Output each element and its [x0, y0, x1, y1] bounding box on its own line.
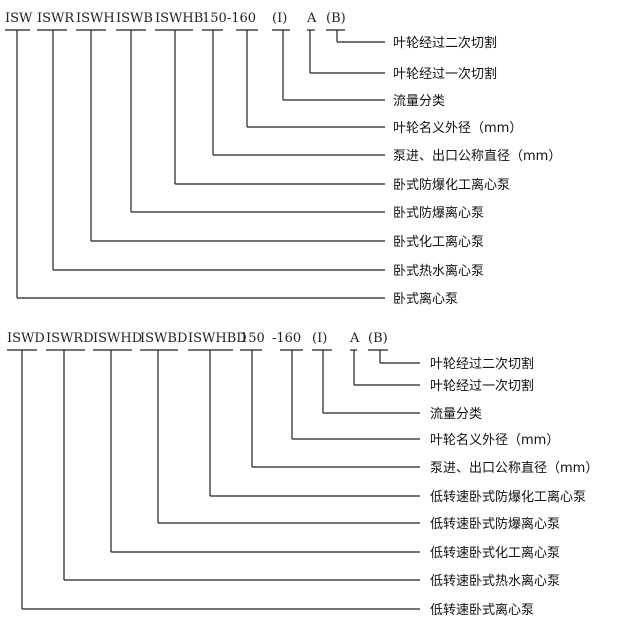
code-token: ISW — [5, 11, 33, 26]
meaning-label: 卧式防爆化工离心泵 — [393, 177, 510, 193]
code-token: ISWD — [7, 331, 45, 346]
meaning-label: 叶轮经过二次切割 — [430, 356, 534, 372]
meaning-label: 卧式防爆离心泵 — [393, 205, 484, 221]
code-token: ISWHD — [93, 331, 142, 346]
meaning-label: 低转速卧式防爆离心泵 — [430, 516, 560, 532]
meaning-label: 流量分类 — [393, 94, 445, 109]
code-token: -160 — [272, 331, 301, 346]
meaning-label: 卧式化工离心泵 — [393, 234, 484, 250]
code-token: ISWB — [116, 11, 153, 26]
code-token: A — [306, 11, 317, 26]
meaning-label: 泵进、出口公称直径（mm） — [393, 149, 561, 164]
code-token: 150-160 — [202, 11, 256, 26]
code-token: (B) — [326, 11, 346, 26]
meaning-label: 低转速卧式离心泵 — [430, 602, 534, 618]
meaning-label: 叶轮经过二次切割 — [393, 35, 497, 51]
meaning-label: 低转速卧式化工离心泵 — [430, 545, 560, 561]
code-token: (I) — [272, 11, 287, 26]
code-token: ISWHBD — [188, 331, 247, 346]
code-token: ISWBD — [140, 331, 187, 346]
meaning-label: 流量分类 — [430, 407, 482, 422]
code-token: 150 — [240, 331, 265, 346]
meaning-label: 叶轮经过一次切割 — [430, 378, 534, 394]
code-token: ISWH — [76, 11, 115, 26]
meaning-label: 叶轮经过一次切割 — [393, 66, 497, 82]
meaning-label: 泵进、出口公称直径（mm） — [430, 461, 598, 476]
meaning-label: 叶轮名义外径（mm） — [393, 120, 522, 136]
meaning-label: 卧式热水离心泵 — [393, 263, 484, 279]
code-token: ISWRD — [46, 331, 94, 346]
code-token: ISWHB — [155, 11, 203, 26]
code-token: A — [349, 331, 360, 346]
code-token: (B) — [368, 331, 388, 346]
meaning-label: 低转速卧式热水离心泵 — [430, 573, 560, 589]
code-token: (I) — [312, 331, 327, 346]
meaning-label: 卧式离心泵 — [393, 291, 458, 307]
code-token: ISWR — [37, 11, 75, 26]
meaning-label: 叶轮名义外径（mm） — [430, 432, 559, 448]
meaning-label: 低转速卧式防爆化工离心泵 — [430, 489, 586, 505]
